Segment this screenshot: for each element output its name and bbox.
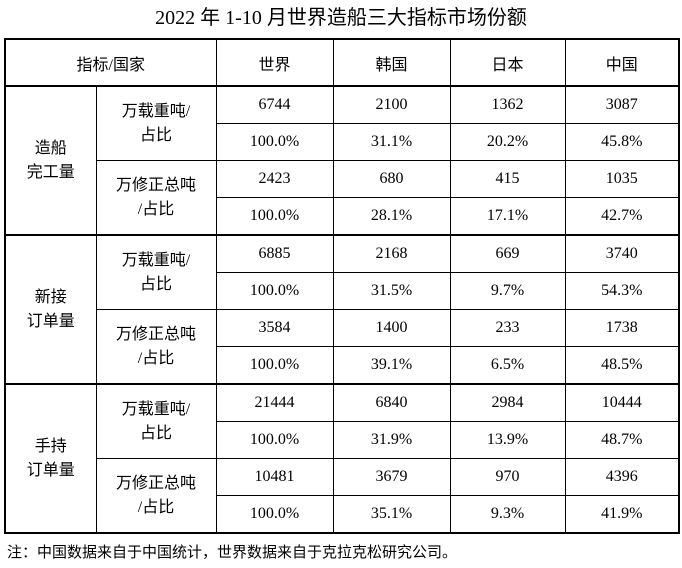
header-indicator-country: 指标/国家 — [4, 38, 217, 87]
value-cell: 1400 — [332, 309, 451, 347]
value-cell: 3740 — [564, 234, 680, 273]
metric-label: 万载重吨/ 占比 — [95, 234, 217, 310]
table-row: 100.0% 35.1% 9.3% 41.9% — [5, 495, 680, 534]
share-cell: 54.3% — [564, 272, 680, 310]
value-cell: 680 — [332, 160, 451, 198]
share-cell: 13.9% — [449, 421, 566, 459]
value-cell: 2984 — [449, 383, 566, 422]
metric-label: 万修正总吨 /占比 — [95, 160, 217, 236]
share-cell: 100.0% — [215, 272, 334, 310]
table-row: 100.0% 31.9% 13.9% 48.7% — [5, 421, 680, 459]
value-cell: 21444 — [215, 383, 334, 422]
header-col-korea: 韩国 — [332, 38, 451, 87]
value-cell: 1362 — [449, 85, 566, 124]
group-label-completions: 造船 完工量 — [4, 85, 97, 236]
value-cell: 6840 — [332, 383, 451, 422]
group-label-new-orders: 新接 订单量 — [4, 234, 97, 385]
value-cell: 10444 — [564, 383, 680, 422]
share-cell: 31.5% — [332, 272, 451, 310]
value-cell: 3679 — [332, 458, 451, 496]
table-row: 手持 订单量 万载重吨/ 占比 21444 6840 2984 10444 — [4, 383, 680, 534]
share-cell: 42.7% — [564, 197, 680, 236]
share-cell: 100.0% — [215, 421, 334, 459]
share-cell: 100.0% — [215, 346, 334, 385]
metric-label: 万载重吨/ 占比 — [95, 85, 217, 161]
share-cell: 48.5% — [564, 346, 680, 385]
value-cell: 3087 — [564, 85, 680, 124]
share-cell: 6.5% — [449, 346, 566, 385]
header-col-china: 中国 — [564, 38, 680, 87]
share-cell: 20.2% — [449, 123, 566, 161]
header-row: 指标/国家 世界 韩国 日本 中国 — [4, 38, 680, 87]
value-cell: 10481 — [215, 458, 334, 496]
share-cell: 48.7% — [564, 421, 680, 459]
table-row: 100.0% 39.1% 6.5% 48.5% — [5, 346, 680, 385]
share-cell: 41.9% — [564, 495, 680, 534]
value-cell: 415 — [449, 160, 566, 198]
value-cell: 2423 — [215, 160, 334, 198]
share-cell: 31.1% — [332, 123, 451, 161]
table-row: 100.0% 31.5% 9.7% 54.3% — [5, 272, 680, 310]
table-row: 万修正总吨 /占比 2423 680 415 1035 — [5, 160, 680, 236]
footnote: 注：中国数据来自于中国统计，世界数据来自于克拉克松研究公司。 — [7, 545, 458, 561]
share-cell: 31.9% — [332, 421, 451, 459]
table-row: 100.0% 28.1% 17.1% 42.7% — [5, 197, 680, 236]
table-row: 100.0% 31.1% 20.2% 45.8% — [5, 123, 680, 161]
table-row: 新接 订单量 万载重吨/ 占比 6885 2168 669 3740 — [4, 234, 680, 385]
table-row: 万修正总吨 /占比 3584 1400 233 1738 — [5, 309, 680, 385]
share-cell: 9.7% — [449, 272, 566, 310]
share-cell: 9.3% — [449, 495, 566, 534]
value-cell: 3584 — [215, 309, 334, 347]
table-row: 万修正总吨 /占比 10481 3679 970 4396 — [5, 458, 680, 534]
share-cell: 28.1% — [332, 197, 451, 236]
share-cell: 45.8% — [564, 123, 680, 161]
share-cell: 100.0% — [215, 495, 334, 534]
value-cell: 2100 — [332, 85, 451, 124]
table-row: 造船 完工量 万载重吨/ 占比 6744 2100 1362 3087 — [4, 85, 680, 236]
page-title: 2022 年 1-10 月世界造船三大指标市场份额 — [155, 7, 527, 29]
value-cell: 233 — [449, 309, 566, 347]
share-cell: 100.0% — [215, 197, 334, 236]
value-cell: 669 — [449, 234, 566, 273]
metric-label: 万修正总吨 /占比 — [95, 458, 217, 534]
group-label-order-backlog: 手持 订单量 — [4, 383, 97, 534]
shipbuilding-indicators-table: 指标/国家 世界 韩国 日本 中国 造船 完工量 万载重吨/ 占比 6744 2… — [4, 38, 681, 534]
metric-label: 万修正总吨 /占比 — [95, 309, 217, 385]
value-cell: 1035 — [564, 160, 680, 198]
share-cell: 39.1% — [332, 346, 451, 385]
share-cell: 17.1% — [449, 197, 566, 236]
share-cell: 35.1% — [332, 495, 451, 534]
value-cell: 2168 — [332, 234, 451, 273]
value-cell: 6744 — [215, 85, 334, 124]
value-cell: 6885 — [215, 234, 334, 273]
value-cell: 1738 — [564, 309, 680, 347]
header-col-world: 世界 — [215, 38, 334, 87]
value-cell: 4396 — [564, 458, 680, 496]
share-cell: 100.0% — [215, 123, 334, 161]
value-cell: 970 — [449, 458, 566, 496]
metric-label: 万载重吨/ 占比 — [95, 383, 217, 459]
header-col-japan: 日本 — [449, 38, 566, 87]
